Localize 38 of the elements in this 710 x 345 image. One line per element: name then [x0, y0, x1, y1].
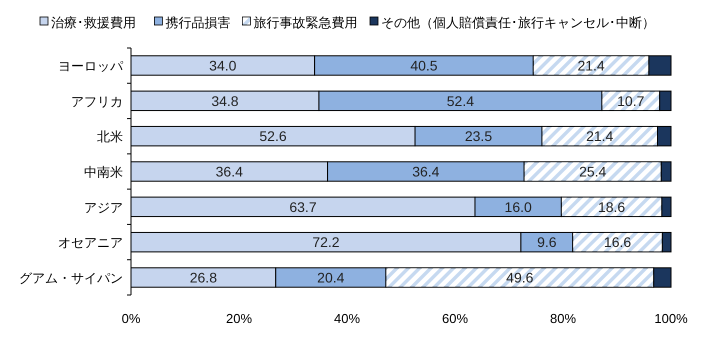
- data-label: 20.4: [317, 270, 345, 286]
- x-tick-label: 80%: [550, 311, 576, 326]
- data-label: 34.0: [209, 57, 237, 74]
- data-label: 52.6: [259, 128, 287, 144]
- y-tick-label: 北米: [97, 129, 123, 144]
- data-label: 10.7: [617, 92, 645, 109]
- data-label: 72.2: [312, 234, 340, 250]
- x-tick-label: 100%: [654, 311, 688, 326]
- data-label: 21.4: [586, 128, 614, 144]
- data-label: 16.6: [604, 234, 632, 250]
- data-label: 25.4: [579, 164, 607, 180]
- x-tick-label: 20%: [226, 311, 252, 326]
- data-label: 23.5: [464, 128, 492, 144]
- data-label: 18.6: [598, 198, 626, 215]
- y-tick-label: ヨーロッパ: [58, 58, 124, 74]
- legend-label: その他（個人賠償責任･旅行キャンセル･中断）: [381, 15, 655, 30]
- legend-label: 治療･救援費用: [51, 15, 136, 30]
- data-label: 34.8: [211, 92, 239, 109]
- data-label: 40.5: [410, 57, 438, 74]
- data-label: 9.6: [537, 234, 557, 250]
- data-label: 49.6: [506, 270, 534, 286]
- legend-label: 携行品損害: [165, 15, 230, 30]
- x-tick-label: 60%: [442, 311, 468, 326]
- data-label: 16.0: [504, 198, 532, 215]
- data-label: 36.4: [412, 164, 440, 180]
- data-label: 52.4: [446, 92, 474, 109]
- y-tick-label: グアム・サイパン: [19, 270, 123, 286]
- y-tick-label: アフリカ: [71, 94, 123, 109]
- y-tick-label: オセアニア: [58, 235, 123, 250]
- y-tick-label: アジア: [84, 200, 123, 215]
- data-label: 36.4: [216, 164, 244, 180]
- data-label: 21.4: [577, 57, 605, 74]
- x-tick-label: 40%: [334, 311, 360, 326]
- legend-label: 旅行事故緊急費用: [253, 15, 358, 30]
- y-tick-label: 中南米: [84, 164, 123, 180]
- data-label: 26.8: [190, 270, 218, 286]
- data-label: 63.7: [289, 198, 317, 215]
- x-tick-label: 0%: [122, 311, 141, 326]
